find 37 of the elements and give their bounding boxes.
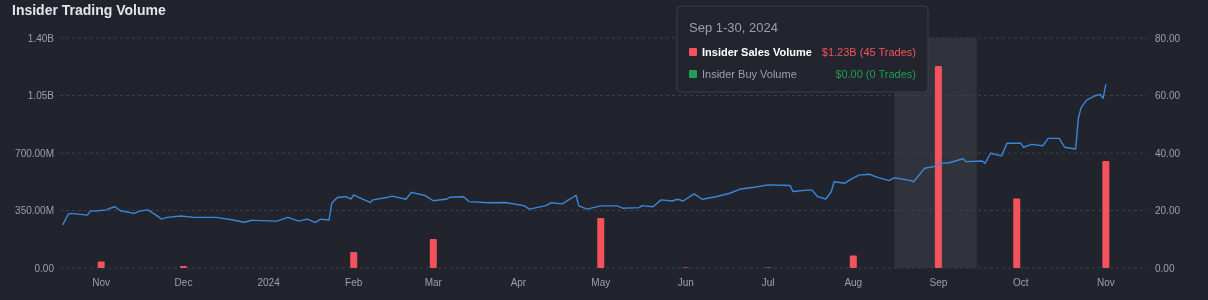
- x-tick-label: May: [591, 277, 611, 288]
- x-tick-label: Apr: [510, 277, 527, 288]
- x-tick-label: Nov: [1096, 277, 1115, 288]
- y2-tick-label: 60.00: [1155, 90, 1181, 101]
- x-tick-label: Aug: [844, 277, 863, 288]
- bar: [1102, 161, 1110, 268]
- annotation: $1.23B (45 Trades): [821, 46, 916, 58]
- x-tick-label: Mar: [424, 277, 443, 288]
- x-tick-label: Oct: [1012, 277, 1029, 288]
- bar: [97, 261, 105, 268]
- chart-title: Insider Trading Volume: [12, 2, 166, 18]
- x-tick-label: Sep: [929, 277, 948, 288]
- y-tick-label: 1.05B: [27, 90, 55, 101]
- line-series: [62, 83, 1107, 226]
- x-tick-label: 2024: [257, 277, 281, 288]
- x-tick-label: Dec: [174, 277, 193, 288]
- annotation: $0.00 (0 Trades): [835, 68, 916, 80]
- y-tick-label: 350.00M: [15, 205, 54, 216]
- text: Sep 1-30, 2024: [689, 20, 778, 35]
- y-tick-label: 0.00: [34, 262, 55, 274]
- y-tick-label: 700.00M: [15, 147, 54, 159]
- legend-label: Insider Buy Volume: [702, 68, 797, 80]
- y2-tick-label: 20.00: [1155, 205, 1181, 216]
- bar: [429, 238, 437, 268]
- bar: [597, 218, 605, 268]
- y-tick-label: 1.40B: [27, 32, 55, 44]
- bar: [350, 252, 358, 268]
- x-tick-label: Nov: [92, 277, 111, 288]
- x-tick-label: Jun: [677, 277, 694, 288]
- y2-tick-label: 40.00: [1155, 147, 1181, 159]
- bar: [934, 65, 942, 268]
- bar: [849, 255, 857, 268]
- y2-tick-label: 80.00: [1155, 32, 1181, 44]
- x-tick-label: Feb: [345, 277, 363, 288]
- y2-tick-label: 0.00: [1155, 262, 1175, 274]
- x-tick-label: Jul: [761, 277, 775, 288]
- legend-label: Insider Sales Volume: [702, 46, 812, 58]
